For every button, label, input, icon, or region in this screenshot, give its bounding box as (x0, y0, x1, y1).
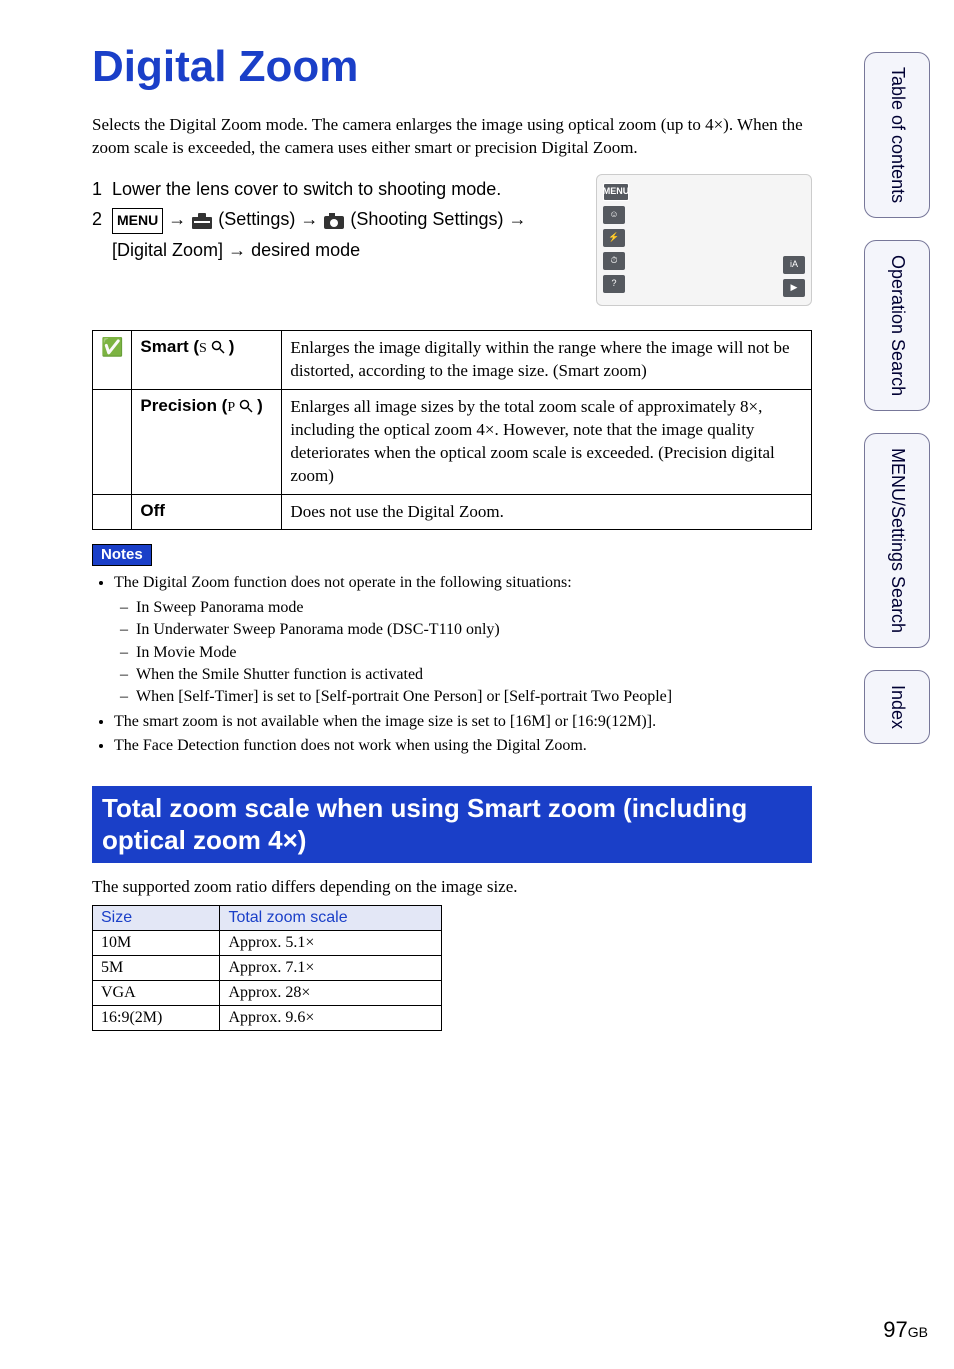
preview-mode-icon: iA (783, 256, 805, 274)
step-2: 2 MENU → (Settings) → (Shooting Settings… (92, 204, 576, 265)
mode-label: Off (132, 494, 282, 530)
tab-index[interactable]: Index (864, 670, 930, 744)
label-text: ) (257, 396, 263, 415)
preview-play-icon: ▶ (783, 279, 805, 297)
table-row: 10M Approx. 5.1× (93, 930, 442, 955)
screen-preview: MENU ☺ ⚡ ⏱ ? iA ▶ (596, 174, 812, 306)
step-text: (Settings) (218, 209, 295, 229)
notes-header: Notes (92, 544, 152, 566)
mode-desc: Enlarges the image digitally within the … (282, 330, 812, 389)
sidebar: Table of contents Operation Search MENU/… (864, 52, 930, 744)
arrow-icon: → (228, 240, 246, 260)
table-header-row: Size Total zoom scale (93, 905, 442, 930)
list-item: The smart zoom is not available when the… (114, 711, 812, 733)
step-number: 2 (92, 204, 102, 265)
step-list: 1 Lower the lens cover to switch to shoo… (92, 174, 812, 306)
mode-desc: Does not use the Digital Zoom. (282, 494, 812, 530)
column-header: Total zoom scale (220, 905, 442, 930)
main-content: Digital Zoom Selects the Digital Zoom mo… (92, 42, 812, 1031)
arrow-icon: → (508, 209, 526, 229)
zoom-table: Size Total zoom scale 10M Approx. 5.1× 5… (92, 905, 442, 1031)
list-item: In Movie Mode (136, 642, 812, 664)
zoom-intro: The supported zoom ratio differs dependi… (92, 877, 812, 897)
step-number: 1 (92, 174, 102, 205)
mode-label: Precision (P) (132, 389, 282, 494)
table-row: ✅ Smart (S) Enlarges the image digitally… (93, 330, 812, 389)
table-cell: 5M (93, 955, 220, 980)
table-row: VGA Approx. 28× (93, 980, 442, 1005)
table-row: Off Does not use the Digital Zoom. (93, 494, 812, 530)
label-sub: S (199, 341, 207, 356)
page-suffix: GB (908, 1324, 928, 1340)
table-cell: Approx. 7.1× (220, 955, 442, 980)
preview-left-icons: MENU ☺ ⚡ ⏱ ? (603, 183, 629, 293)
step-text: (Shooting Settings) (350, 209, 503, 229)
preview-timer-icon: ⏱ (603, 252, 625, 270)
table-cell: Approx. 28× (220, 980, 442, 1005)
sub-list: In Sweep Panorama mode In Underwater Swe… (114, 597, 812, 709)
list-item: When the Smile Shutter function is activ… (136, 664, 812, 686)
list-item: The Digital Zoom function does not opera… (114, 572, 812, 708)
check-mark-icon: ✅ (93, 330, 132, 389)
preview-smile-icon: ☺ (603, 206, 625, 224)
preview-flash-icon: ⚡ (603, 229, 625, 247)
list-item: In Sweep Panorama mode (136, 597, 812, 619)
camera-icon (323, 212, 345, 230)
mode-desc: Enlarges all image sizes by the total zo… (282, 389, 812, 494)
check-cell (93, 494, 132, 530)
list-item: The Face Detection function does not wor… (114, 735, 812, 757)
page-number-value: 97 (883, 1317, 907, 1342)
step-body: Lower the lens cover to switch to shooti… (112, 174, 576, 205)
toolbox-icon (191, 212, 213, 230)
table-row: 5M Approx. 7.1× (93, 955, 442, 980)
magnifier-icon (207, 338, 229, 356)
tab-table-of-contents[interactable]: Table of contents (864, 52, 930, 218)
modes-table: ✅ Smart (S) Enlarges the image digitally… (92, 330, 812, 531)
label-text: ) (229, 337, 235, 356)
steps-text: 1 Lower the lens cover to switch to shoo… (92, 174, 576, 306)
table-row: Precision (P) Enlarges all image sizes b… (93, 389, 812, 494)
label-sub: P (227, 400, 235, 415)
mode-label: Smart (S) (132, 330, 282, 389)
step-text: desired mode (251, 240, 360, 260)
note-text: The Digital Zoom function does not opera… (114, 574, 572, 591)
check-cell (93, 389, 132, 494)
step-body: MENU → (Settings) → (Shooting Settings) … (112, 204, 576, 265)
label-text: Precision ( (140, 396, 227, 415)
list-item: When [Self-Timer] is set to [Self-portra… (136, 686, 812, 708)
notes-list: The Digital Zoom function does not opera… (92, 572, 812, 757)
tab-menu-settings-search[interactable]: MENU/Settings Search (864, 433, 930, 648)
preview-help-icon: ? (603, 275, 625, 293)
table-cell: Approx. 9.6× (220, 1005, 442, 1030)
step-text: [Digital Zoom] (112, 240, 223, 260)
preview-menu-icon: MENU (603, 183, 629, 201)
table-cell: Approx. 5.1× (220, 930, 442, 955)
label-text: Smart ( (140, 337, 199, 356)
intro-text: Selects the Digital Zoom mode. The camer… (92, 114, 812, 160)
page-title: Digital Zoom (92, 42, 812, 92)
table-cell: VGA (93, 980, 220, 1005)
magnifier-icon (235, 397, 257, 415)
table-row: 16:9(2M) Approx. 9.6× (93, 1005, 442, 1030)
table-cell: 10M (93, 930, 220, 955)
arrow-icon: → (168, 209, 186, 229)
tab-operation-search[interactable]: Operation Search (864, 240, 930, 411)
preview-right-icons: iA ▶ (783, 256, 805, 297)
menu-button-glyph: MENU (112, 208, 163, 234)
step-1: 1 Lower the lens cover to switch to shoo… (92, 174, 576, 205)
list-item: In Underwater Sweep Panorama mode (DSC-T… (136, 619, 812, 641)
column-header: Size (93, 905, 220, 930)
page-number: 97GB (883, 1317, 928, 1343)
section-title: Total zoom scale when using Smart zoom (… (92, 786, 812, 863)
arrow-icon: → (300, 209, 318, 229)
table-cell: 16:9(2M) (93, 1005, 220, 1030)
